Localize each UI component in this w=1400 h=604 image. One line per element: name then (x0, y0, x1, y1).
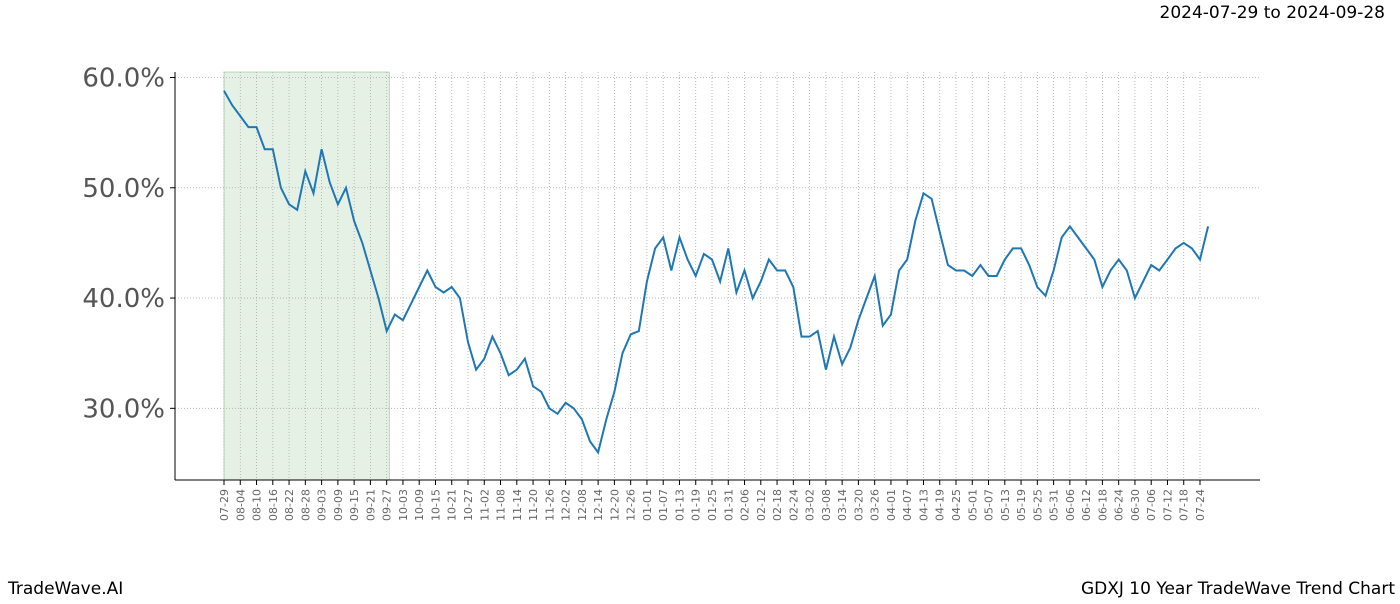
y-tick-label: 60.0% (82, 64, 165, 94)
x-tick-label: 09-03 (316, 489, 329, 521)
chart-title: GDXJ 10 Year TradeWave Trend Chart (1081, 579, 1395, 599)
x-tick-label: 03-20 (852, 489, 865, 521)
date-range: 2024-07-29 to 2024-09-28 (1160, 3, 1385, 23)
brand: TradeWave.AI (7, 579, 123, 599)
x-tick-label: 01-31 (722, 489, 735, 521)
y-tick-label: 50.0% (82, 174, 165, 204)
y-tick-label: 40.0% (82, 284, 165, 314)
x-tick-label: 11-14 (511, 489, 524, 521)
x-tick-label: 04-25 (950, 489, 963, 521)
trend-line (223, 90, 1210, 455)
x-tick-label: 03-02 (804, 489, 817, 521)
x-tick-label: 10-21 (446, 489, 459, 521)
x-tick-label: 02-24 (787, 489, 800, 521)
x-tick-label: 12-14 (592, 489, 605, 521)
x-tick-label: 11-02 (478, 489, 491, 521)
x-tick-label: 03-14 (836, 489, 849, 521)
x-tick-label: 06-18 (1096, 489, 1109, 521)
x-tick-label: 05-31 (1048, 489, 1061, 521)
x-tick-label: 01-13 (673, 489, 686, 521)
x-tick-label: 12-20 (608, 489, 621, 521)
x-tick-label: 03-08 (820, 489, 833, 521)
x-tick-label: 01-01 (641, 489, 654, 521)
x-tick-label: 12-08 (576, 489, 589, 521)
x-tick-label: 02-18 (771, 489, 784, 521)
x-tick-label: 04-01 (885, 489, 898, 521)
x-tick-label: 09-21 (364, 489, 377, 521)
x-tick-label: 07-06 (1145, 489, 1158, 521)
x-tick-label: 01-07 (657, 489, 670, 521)
x-tick-label: 03-26 (869, 489, 882, 521)
x-tick-label: 01-25 (706, 489, 719, 521)
x-tick-label: 10-03 (397, 489, 410, 521)
x-tick-label: 07-29 (218, 489, 231, 521)
x-tick-label: 10-09 (413, 489, 426, 521)
x-tick-label: 08-10 (251, 489, 264, 521)
x-tick-label: 05-01 (966, 489, 979, 521)
x-tick-label: 07-18 (1178, 489, 1191, 521)
x-tick-label: 09-15 (348, 489, 361, 521)
x-tick-label: 10-27 (462, 489, 475, 521)
x-tick-label: 09-27 (381, 489, 394, 521)
x-tick-label: 04-13 (917, 489, 930, 521)
x-tick-label: 05-13 (999, 489, 1012, 521)
x-tick-label: 12-02 (560, 489, 573, 521)
x-tick-label: 06-12 (1080, 489, 1093, 521)
x-tick-label: 01-19 (690, 489, 703, 521)
x-tick-label: 08-22 (283, 489, 296, 521)
x-tick-label: 07-24 (1194, 489, 1207, 521)
x-tick-label: 11-26 (543, 489, 556, 521)
x-tick-label: 12-26 (625, 489, 638, 521)
x-tick-label: 06-06 (1064, 489, 1077, 521)
x-tick-label: 08-16 (267, 489, 280, 521)
x-tick-label: 10-15 (429, 489, 442, 521)
x-tick-label: 02-12 (755, 489, 768, 521)
x-tick-label: 04-07 (901, 489, 914, 521)
highlight-region (223, 71, 390, 481)
x-tick-label: 08-04 (234, 489, 247, 521)
x-tick-label: 11-20 (527, 489, 540, 521)
x-tick-label: 07-12 (1161, 489, 1174, 521)
x-tick-label: 09-09 (332, 489, 345, 521)
x-tick-label: 05-07 (983, 489, 996, 521)
x-tick-label: 08-28 (299, 489, 312, 521)
x-tick-label: 04-19 (934, 489, 947, 521)
x-tick-label: 11-08 (495, 489, 508, 521)
x-tick-label: 02-06 (739, 489, 752, 521)
x-tick-label: 05-25 (1031, 489, 1044, 521)
y-tick-label: 30.0% (82, 394, 165, 424)
x-tick-label: 06-24 (1113, 489, 1126, 521)
x-tick-label: 05-19 (1015, 489, 1028, 521)
x-tick-label: 06-30 (1129, 489, 1142, 521)
